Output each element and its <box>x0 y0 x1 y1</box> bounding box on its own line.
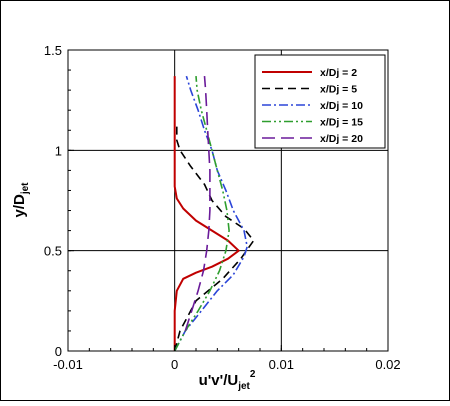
series-line <box>173 75 248 352</box>
y-tick-label: 1.5 <box>44 43 62 58</box>
legend-label: x/Dj = 15 <box>320 117 363 129</box>
y-tick-label: 0 <box>55 344 62 359</box>
x-axis-label: u'v'/Ujet2 <box>199 369 256 392</box>
y-axis-label-main: y/D <box>11 194 28 218</box>
x-tick-label: -0.01 <box>53 357 83 372</box>
x-axis-label-main: u'v'/U <box>199 372 239 389</box>
series-line <box>173 126 255 352</box>
series-lines <box>173 75 255 352</box>
plot-area-border <box>67 49 389 352</box>
legend-box <box>254 54 386 149</box>
x-tick-label: 0.01 <box>269 357 294 372</box>
legend-label: x/Dj = 10 <box>320 100 363 112</box>
legend-label: x/Dj = 2 <box>320 67 357 79</box>
x-tick-label: 0 <box>171 357 178 372</box>
legend-label: x/Dj = 20 <box>320 133 363 145</box>
x-tick-label: 0.02 <box>375 357 400 372</box>
legend: x/Dj = 2 x/Dj = 5 x/Dj = 10 x/Dj = 15 x/Dj =… <box>254 54 386 149</box>
y-tick-label: 0.5 <box>44 244 62 259</box>
series-line <box>173 76 230 352</box>
y-axis-label-sub: jet <box>20 182 31 195</box>
series-line <box>184 76 211 332</box>
x-axis-label-sup: 2 <box>250 369 256 380</box>
y-tick-label: 1 <box>55 143 62 158</box>
x-axis-label-sub: jet <box>237 381 250 392</box>
legend-label: x/Dj = 5 <box>320 84 357 96</box>
series-line <box>173 76 240 351</box>
y-axis-label: y/Djet <box>11 182 31 218</box>
